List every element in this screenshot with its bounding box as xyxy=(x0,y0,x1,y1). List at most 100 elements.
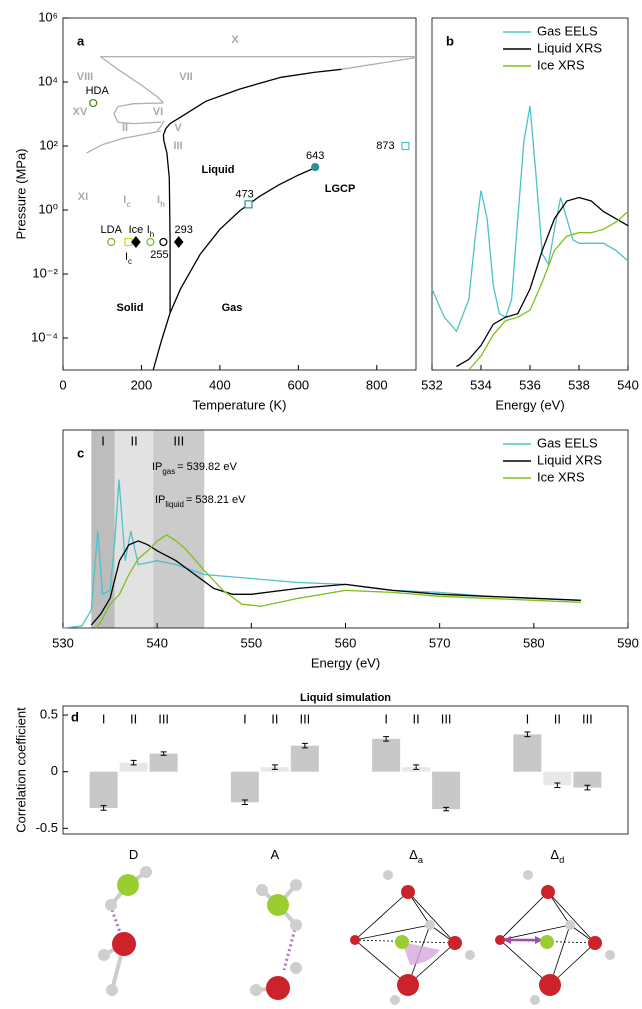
legend-label: Gas EELS xyxy=(537,23,598,38)
region-label: III xyxy=(173,433,184,448)
category-label-main: A xyxy=(271,847,280,862)
annotation: X xyxy=(231,34,239,46)
panel-label: b xyxy=(446,33,454,48)
y-tick-label: 10⁻² xyxy=(32,265,58,280)
error-bar xyxy=(271,764,278,770)
annotation: IPgas = 539.82 eV xyxy=(152,461,237,476)
axes-frame xyxy=(62,17,417,371)
x-tick-label: 540 xyxy=(146,635,168,650)
y-tick-label: 0.5 xyxy=(40,706,58,721)
annotation: Solid xyxy=(117,302,144,314)
legend-label: Liquid XRS xyxy=(537,40,602,55)
category-label-main: D xyxy=(129,847,138,862)
bar xyxy=(573,771,602,788)
point xyxy=(159,237,168,247)
series-label: I xyxy=(102,711,106,726)
x-axis-label: Temperature (K) xyxy=(193,397,287,412)
data-line xyxy=(95,534,581,629)
annotation-main: II xyxy=(122,122,128,134)
error-bar xyxy=(413,764,420,770)
annotation-main: XI xyxy=(78,191,88,203)
annotation-main: IP xyxy=(155,494,165,506)
point xyxy=(131,236,141,248)
point-label: Ic xyxy=(125,251,132,266)
legend-label: Ice XRS xyxy=(537,57,585,72)
data-line xyxy=(468,211,629,371)
error-bar xyxy=(160,751,167,756)
legend-label: Liquid XRS xyxy=(537,452,602,467)
x-tick-label: 530 xyxy=(52,635,74,650)
y-tick-label: 10² xyxy=(39,137,58,152)
data-line xyxy=(113,102,164,125)
panel-label: a xyxy=(77,33,85,48)
data-line xyxy=(341,56,417,70)
category-label-main: Δ xyxy=(409,847,418,862)
annotation-main: I xyxy=(123,194,126,206)
y-tick-label: 10⁰ xyxy=(38,201,58,216)
data-line xyxy=(90,540,581,626)
x-axis-label: Energy (eV) xyxy=(495,397,564,412)
x-tick-label: 532 xyxy=(421,377,443,392)
category-label: A xyxy=(271,847,280,862)
annotation: Liquid xyxy=(202,164,235,176)
error-bar xyxy=(524,731,531,738)
point-label: LDA xyxy=(101,224,123,236)
error-bar xyxy=(554,782,561,789)
series-label: II xyxy=(413,711,420,726)
point-label-main: I xyxy=(125,251,128,263)
panel-label: c xyxy=(77,445,84,460)
annotation-main: XV xyxy=(73,106,88,118)
chart-title: Liquid simulation xyxy=(300,692,391,704)
region xyxy=(153,430,205,628)
annotation-main: VI xyxy=(153,106,163,118)
molecule-d xyxy=(98,866,152,996)
point xyxy=(173,236,184,248)
annotation-main: I xyxy=(157,194,160,206)
point-label: 643 xyxy=(306,150,324,162)
point-label: 293 xyxy=(175,224,193,236)
annotation-main: LGCP xyxy=(325,183,356,195)
point xyxy=(107,237,116,247)
point-label-sub: c xyxy=(128,257,132,266)
error-bar xyxy=(443,806,450,812)
annotation: III xyxy=(173,140,182,152)
x-tick-label: 536 xyxy=(519,377,541,392)
series-label: II xyxy=(554,711,561,726)
annotation-rest: = 538.21 eV xyxy=(186,494,246,506)
region-label: II xyxy=(130,433,137,448)
point xyxy=(244,200,253,209)
series-label: III xyxy=(441,711,452,726)
bar xyxy=(432,771,461,810)
x-tick-label: 534 xyxy=(470,377,492,392)
bar xyxy=(230,771,259,803)
legend-label: Ice XRS xyxy=(537,469,585,484)
series-label: III xyxy=(582,711,593,726)
legend-label: Gas EELS xyxy=(537,435,598,450)
annotation-rest: = 539.82 eV xyxy=(177,461,237,473)
annotation-main: Liquid xyxy=(202,164,235,176)
annotation: XI xyxy=(78,191,88,203)
category-label-sub: d xyxy=(559,855,564,865)
bar xyxy=(119,762,148,772)
y-axis-label: Pressure (MPa) xyxy=(13,148,28,239)
category-label: D xyxy=(129,847,138,862)
series-label: I xyxy=(243,711,247,726)
panel-label: d xyxy=(71,709,79,724)
x-tick-label: 800 xyxy=(366,377,388,392)
molecule-a xyxy=(250,879,302,1000)
point-label-main: I xyxy=(147,224,150,236)
molecule-delta-d xyxy=(495,870,615,1005)
y-tick-label: 10⁶ xyxy=(38,9,58,24)
annotation: V xyxy=(174,122,182,134)
x-tick-label: 560 xyxy=(335,635,357,650)
series-label: III xyxy=(158,711,169,726)
annotation-main: V xyxy=(174,122,182,134)
x-tick-label: 550 xyxy=(240,635,262,650)
series-label: II xyxy=(130,711,137,726)
annotation-main: VIII xyxy=(77,71,94,83)
annotation: II xyxy=(122,122,128,134)
x-tick-label: 540 xyxy=(617,377,639,392)
data-line xyxy=(162,68,342,313)
bar xyxy=(290,745,319,772)
